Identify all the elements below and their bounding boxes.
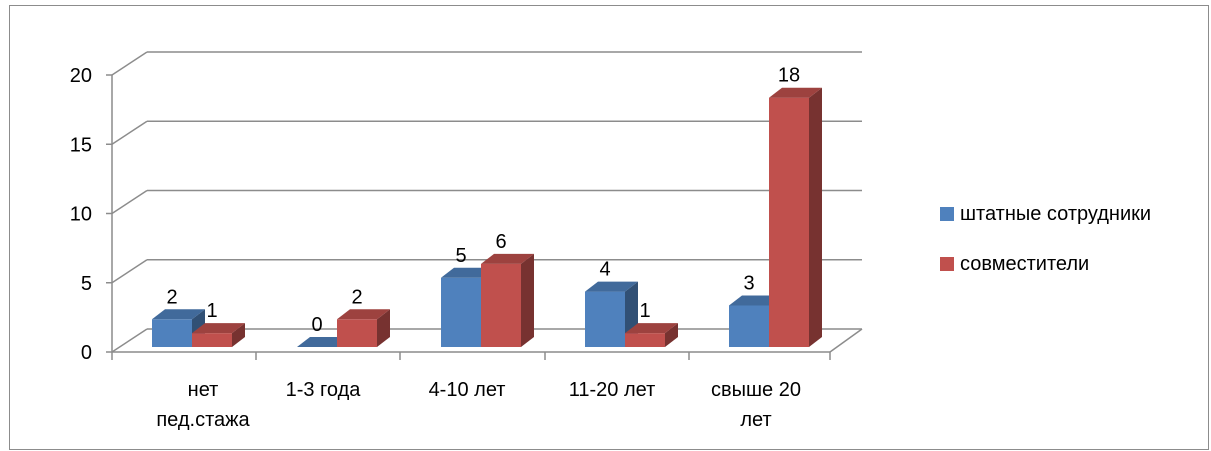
x-tick-label: свыше 20 лет (711, 379, 801, 431)
y-tick-label: 5 (81, 273, 92, 295)
bar (769, 87, 822, 347)
data-label: 0 (311, 314, 322, 336)
bar (481, 253, 534, 347)
y-tick-label: 0 (81, 342, 92, 364)
y-tick-label: 15 (70, 134, 92, 156)
legend-label-part-time: совместители (960, 252, 1090, 275)
bar (192, 323, 245, 347)
bar-front (152, 319, 192, 347)
bar-front (769, 97, 809, 347)
bar-front (729, 305, 769, 347)
bar (297, 337, 350, 347)
bar-side (809, 87, 822, 347)
bar-side (232, 323, 245, 347)
bar-top (337, 309, 390, 320)
y-tick-label: 10 (70, 204, 92, 226)
bar-top (481, 253, 534, 264)
bar-top (192, 323, 245, 334)
data-label: 2 (351, 286, 362, 308)
x-tick-label: 1-3 года (286, 379, 362, 401)
data-label: 4 (599, 259, 610, 281)
bar-front (625, 333, 665, 347)
floor-right-edge (829, 328, 863, 353)
bar-top (152, 309, 205, 320)
data-label: 1 (639, 300, 650, 322)
legend-swatch-part-time (940, 257, 954, 271)
bar-top (769, 87, 822, 98)
bar-top (729, 295, 782, 306)
legend-swatch-staff (940, 207, 954, 221)
bar-top (441, 267, 494, 278)
bar-front (481, 263, 521, 347)
legend-item-staff: штатные сотрудники (940, 200, 1151, 228)
bar-top (625, 323, 678, 334)
chart-frame (9, 5, 1209, 450)
side-wall-gridline (111, 259, 148, 284)
bar-side (377, 309, 390, 347)
bar-side (521, 253, 534, 347)
data-label: 1 (206, 300, 217, 322)
bar-front (585, 291, 625, 347)
data-label: 6 (495, 231, 506, 253)
bar-top (585, 281, 638, 292)
bar (337, 309, 390, 347)
x-tick-label: 4-10 лет (429, 379, 506, 401)
bar-front (192, 333, 232, 347)
legend-label-staff: штатные сотрудники (960, 202, 1152, 225)
legend-item-part-time: совместители (940, 250, 1151, 278)
bar-side (665, 323, 678, 347)
legend: штатные сотрудники совместители (940, 200, 1151, 300)
chart-bars (152, 87, 822, 347)
data-label: 2 (166, 286, 177, 308)
bar (625, 323, 678, 347)
bar-front (441, 277, 481, 347)
bar-front (337, 319, 377, 347)
side-wall-gridline (111, 51, 148, 76)
data-label: 3 (743, 272, 754, 294)
bar-top (297, 337, 350, 347)
data-label: 18 (778, 65, 800, 87)
x-tick-label: 11-20 лет (569, 379, 656, 401)
y-tick-label: 20 (70, 65, 92, 87)
data-label: 5 (455, 245, 466, 267)
x-tick-label: нет пед.стажа (156, 379, 250, 431)
side-wall-gridline (111, 328, 148, 353)
side-wall-gridline (111, 189, 148, 215)
side-wall-gridline (111, 120, 148, 145)
